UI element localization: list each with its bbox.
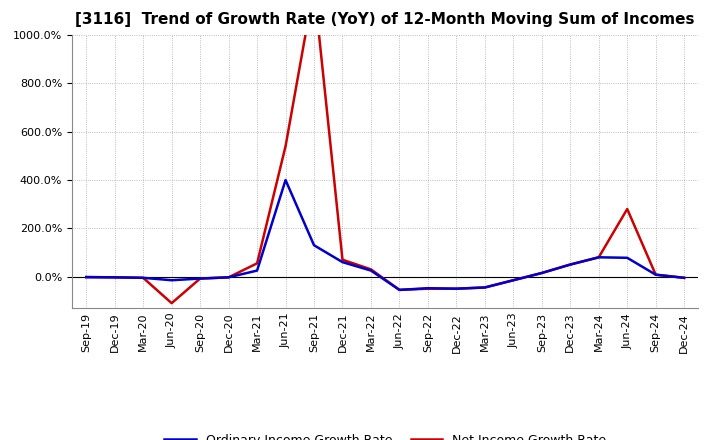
- Title: [3116]  Trend of Growth Rate (YoY) of 12-Month Moving Sum of Incomes: [3116] Trend of Growth Rate (YoY) of 12-…: [76, 12, 695, 27]
- Ordinary Income Growth Rate: [366, 268, 375, 273]
- Ordinary Income Growth Rate: [509, 278, 518, 283]
- Net Income Growth Rate: [652, 272, 660, 277]
- Ordinary Income Growth Rate: [253, 268, 261, 273]
- Ordinary Income Growth Rate: [595, 255, 603, 260]
- Ordinary Income Growth Rate: [423, 286, 432, 291]
- Legend: Ordinary Income Growth Rate, Net Income Growth Rate: Ordinary Income Growth Rate, Net Income …: [159, 429, 611, 440]
- Net Income Growth Rate: [566, 262, 575, 267]
- Net Income Growth Rate: [452, 286, 461, 291]
- Net Income Growth Rate: [82, 275, 91, 280]
- Ordinary Income Growth Rate: [82, 275, 91, 280]
- Ordinary Income Growth Rate: [566, 262, 575, 267]
- Ordinary Income Growth Rate: [139, 275, 148, 280]
- Ordinary Income Growth Rate: [537, 270, 546, 275]
- Line: Net Income Growth Rate: Net Income Growth Rate: [86, 0, 684, 303]
- Ordinary Income Growth Rate: [167, 278, 176, 283]
- Net Income Growth Rate: [253, 260, 261, 266]
- Net Income Growth Rate: [110, 275, 119, 280]
- Net Income Growth Rate: [509, 278, 518, 283]
- Net Income Growth Rate: [167, 301, 176, 306]
- Net Income Growth Rate: [623, 206, 631, 212]
- Ordinary Income Growth Rate: [196, 276, 204, 281]
- Ordinary Income Growth Rate: [480, 285, 489, 290]
- Ordinary Income Growth Rate: [395, 287, 404, 293]
- Net Income Growth Rate: [595, 255, 603, 260]
- Ordinary Income Growth Rate: [110, 275, 119, 280]
- Ordinary Income Growth Rate: [225, 275, 233, 280]
- Ordinary Income Growth Rate: [338, 260, 347, 265]
- Net Income Growth Rate: [480, 285, 489, 290]
- Ordinary Income Growth Rate: [452, 286, 461, 291]
- Net Income Growth Rate: [395, 287, 404, 293]
- Ordinary Income Growth Rate: [310, 242, 318, 248]
- Net Income Growth Rate: [282, 143, 290, 149]
- Ordinary Income Growth Rate: [680, 275, 688, 280]
- Line: Ordinary Income Growth Rate: Ordinary Income Growth Rate: [86, 180, 684, 290]
- Ordinary Income Growth Rate: [652, 272, 660, 277]
- Net Income Growth Rate: [196, 276, 204, 281]
- Net Income Growth Rate: [366, 267, 375, 272]
- Net Income Growth Rate: [537, 270, 546, 275]
- Net Income Growth Rate: [338, 257, 347, 262]
- Ordinary Income Growth Rate: [623, 255, 631, 260]
- Net Income Growth Rate: [139, 275, 148, 280]
- Net Income Growth Rate: [423, 286, 432, 291]
- Net Income Growth Rate: [225, 275, 233, 280]
- Net Income Growth Rate: [680, 275, 688, 280]
- Ordinary Income Growth Rate: [282, 177, 290, 183]
